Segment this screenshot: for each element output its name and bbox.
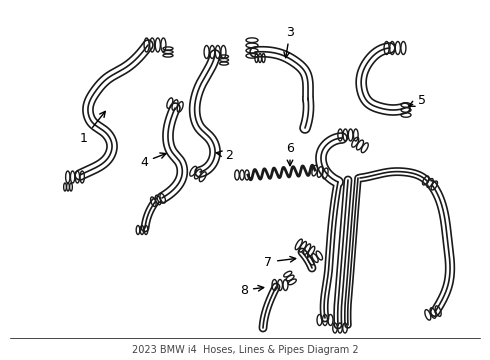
Text: 7: 7	[264, 256, 295, 269]
Text: 3: 3	[284, 26, 294, 58]
Text: 5: 5	[409, 94, 426, 107]
Text: 6: 6	[286, 141, 294, 166]
Text: 2: 2	[216, 149, 233, 162]
Text: 8: 8	[240, 284, 264, 297]
Text: 4: 4	[140, 153, 166, 168]
Text: 1: 1	[80, 111, 105, 144]
Text: 2023 BMW i4  Hoses, Lines & Pipes Diagram 2: 2023 BMW i4 Hoses, Lines & Pipes Diagram…	[132, 345, 358, 355]
